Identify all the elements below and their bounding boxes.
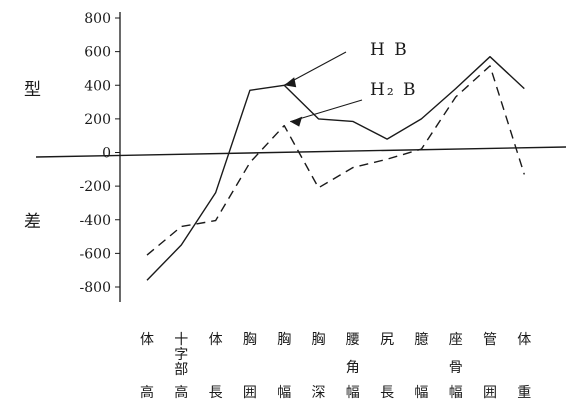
legend: H B H₂ B: [283, 40, 418, 127]
y-tick-label: -800: [80, 280, 111, 296]
category-label-char: 体: [517, 332, 531, 348]
category-label-char: 幅: [449, 385, 463, 401]
y-tick-label: 400: [84, 78, 111, 94]
category-label-char: 臆: [414, 332, 428, 348]
category-label-char: 幅: [277, 385, 291, 401]
series-line-2: [146, 65, 525, 256]
category-label-char: 体: [209, 332, 223, 348]
category-label-char: 腰: [346, 332, 360, 348]
legend-arrowhead-hb: [284, 77, 297, 88]
category-label-char: 幅: [346, 385, 360, 401]
legend-label-hb: H B: [370, 40, 409, 60]
category-label-char: 座: [449, 332, 463, 348]
series-lines: [146, 56, 525, 281]
category-label-char: 部: [174, 362, 188, 378]
category-label-char: 胸: [277, 332, 291, 348]
y-label-bottom: 差: [24, 212, 41, 232]
category-label-char: 字: [174, 347, 188, 363]
y-tick-label: 600: [84, 45, 111, 61]
legend-leader-h2b: [290, 99, 363, 123]
y-tick-label: -200: [80, 179, 111, 195]
zero-baseline: [35, 146, 567, 158]
y-tick-label: 0: [102, 146, 111, 162]
category-label-char: 長: [209, 385, 223, 401]
legend-arrowhead-h2b: [290, 116, 303, 127]
category-label-char: 深: [312, 385, 326, 401]
y-axis-ticks: 800 600 400 200 0 -200 -400 -600 -800: [80, 11, 120, 296]
category-label-char: 体: [140, 332, 154, 348]
category-label-char: 長: [380, 385, 394, 401]
category-label-char: 重: [517, 385, 531, 401]
legend-label-h2b: H₂ B: [370, 80, 418, 100]
category-label-char: 尻: [380, 332, 394, 348]
y-tick-label: 800: [84, 11, 111, 27]
category-label-char: 角: [346, 360, 360, 376]
category-label-char: 高: [174, 384, 188, 401]
category-label-char: 囲: [483, 385, 497, 401]
series-line-1: [146, 56, 525, 281]
y-tick-label: -600: [80, 246, 111, 262]
category-label-char: 十: [174, 332, 188, 348]
category-label-char: 管: [483, 332, 497, 348]
y-label-top: 型: [24, 80, 41, 100]
category-label-char: 高: [140, 384, 154, 401]
category-label-char: 幅: [414, 385, 428, 401]
category-label-char: 胸: [243, 332, 257, 348]
category-label-char: 骨: [449, 360, 463, 376]
y-tick-label: 200: [84, 112, 111, 128]
y-tick-label: -400: [80, 213, 111, 229]
category-label-char: 胸: [312, 332, 326, 348]
category-label-char: 囲: [243, 385, 257, 401]
